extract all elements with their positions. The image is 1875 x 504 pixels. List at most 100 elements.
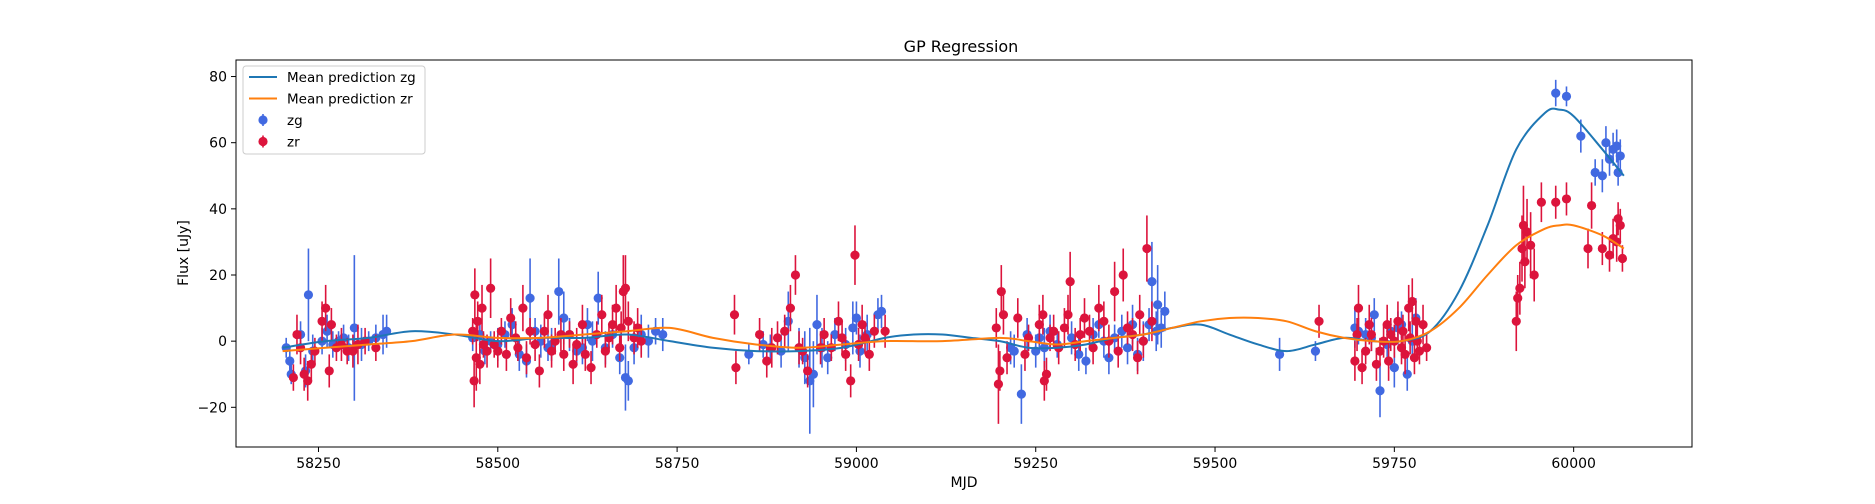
- zr-point: [371, 343, 381, 353]
- zg-point: [1147, 277, 1157, 287]
- zr-point: [1088, 343, 1098, 353]
- y-tick-label: 60: [209, 136, 227, 152]
- zr-point: [1393, 316, 1403, 326]
- zr-point: [1520, 257, 1530, 267]
- zg-point: [744, 349, 754, 359]
- zr-point: [623, 316, 633, 326]
- zr-point: [1526, 240, 1536, 250]
- zg-point: [1590, 167, 1600, 178]
- legend-swatch-point: [258, 115, 268, 125]
- zr-point: [1422, 343, 1432, 353]
- zr-point: [539, 326, 550, 336]
- zr-point: [470, 290, 480, 300]
- zr-point: [1034, 320, 1044, 330]
- series-zr: [288, 182, 1628, 424]
- zr-point: [1561, 194, 1572, 204]
- zr-point: [846, 376, 856, 386]
- zg-point: [593, 293, 603, 303]
- zg-point: [1274, 349, 1285, 359]
- zr-point: [1020, 349, 1030, 359]
- zr-point: [1049, 326, 1059, 336]
- zr-point: [1511, 316, 1521, 326]
- zr-point: [615, 343, 625, 353]
- line-mean-prediction-zr: [282, 223, 1625, 353]
- zg-point: [1601, 138, 1611, 148]
- zr-point: [1414, 346, 1425, 356]
- zr-point: [850, 250, 860, 260]
- zg-point: [1402, 369, 1412, 379]
- zr-point: [880, 326, 890, 336]
- zg-point: [1597, 171, 1607, 181]
- legend-label: Mean prediction zr: [287, 92, 413, 108]
- zg-point: [1081, 356, 1091, 366]
- zr-point: [611, 303, 621, 313]
- zg-point: [812, 320, 822, 330]
- zr-point: [321, 303, 331, 313]
- zr-point: [607, 320, 618, 330]
- chart-title: GP Regression: [904, 37, 1019, 56]
- zr-point: [288, 372, 298, 383]
- zr-point: [1110, 286, 1120, 297]
- zr-point: [1407, 296, 1417, 307]
- zr-point: [837, 333, 847, 343]
- zr-point: [1099, 316, 1109, 326]
- legend-label: zr: [287, 135, 300, 151]
- y-tick-label: 20: [209, 268, 227, 284]
- zr-point: [348, 346, 358, 356]
- zr-point: [1142, 243, 1152, 254]
- zr-point: [525, 326, 535, 336]
- zg-point: [285, 356, 295, 366]
- zr-point: [1371, 359, 1382, 369]
- zr-point: [1357, 363, 1367, 373]
- zr-point: [1398, 326, 1408, 336]
- zr-point: [1615, 220, 1625, 230]
- zg-point: [658, 329, 668, 340]
- zr-point: [501, 349, 511, 359]
- zr-point: [1411, 316, 1421, 326]
- zr-point: [731, 363, 741, 373]
- zr-point: [1113, 346, 1123, 356]
- zg-point: [848, 323, 858, 333]
- x-tick-label: 60000: [1551, 456, 1596, 472]
- zr-point: [306, 359, 316, 369]
- zr-point: [1059, 323, 1070, 333]
- zg-point: [1369, 310, 1379, 320]
- zr-point: [1065, 277, 1075, 287]
- zr-point: [1597, 243, 1607, 254]
- zr-point: [996, 286, 1006, 297]
- x-axis-label: MJD: [951, 475, 978, 491]
- zg-point: [303, 290, 314, 300]
- zr-point: [1418, 320, 1428, 330]
- zr-point: [1122, 323, 1133, 333]
- line-mean-prediction-zg: [282, 107, 1625, 353]
- zr-point: [1038, 310, 1048, 320]
- zg-point: [1009, 346, 1019, 356]
- zr-point: [1352, 329, 1362, 340]
- zr-point: [729, 310, 740, 320]
- zg-point: [623, 376, 633, 386]
- zr-point: [803, 366, 813, 376]
- zr-point: [762, 356, 772, 366]
- zr-point: [1375, 346, 1385, 356]
- plot-content: [281, 79, 1628, 434]
- zr-point: [991, 323, 1001, 333]
- zr-point: [1583, 243, 1593, 254]
- zr-point: [469, 376, 479, 386]
- zr-point: [597, 310, 607, 320]
- x-tick-label: 59750: [1372, 456, 1417, 472]
- zr-point: [1350, 356, 1360, 366]
- zr-point: [550, 336, 560, 346]
- zg-point: [1016, 389, 1026, 399]
- zr-point: [1513, 293, 1523, 303]
- zg-point: [643, 336, 654, 346]
- x-tick-label: 59500: [1193, 456, 1238, 472]
- zr-point: [1063, 310, 1073, 320]
- zr-point: [1314, 316, 1324, 326]
- zr-point: [534, 366, 544, 376]
- zr-point: [468, 326, 478, 336]
- zr-point: [1617, 253, 1628, 264]
- zr-point: [785, 303, 796, 313]
- zg-point: [349, 323, 359, 333]
- y-axis-ticks: −20 0 20 40 60 80: [197, 70, 236, 416]
- zr-point: [513, 343, 523, 353]
